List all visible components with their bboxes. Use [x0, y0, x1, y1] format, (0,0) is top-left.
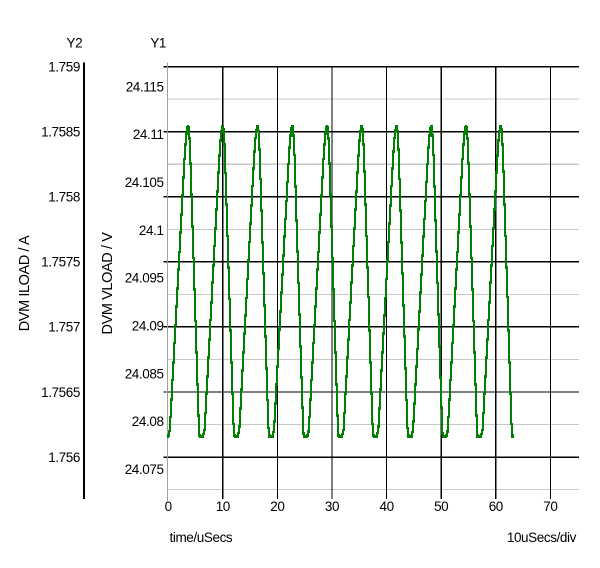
- svg-text:24.095: 24.095: [125, 271, 164, 286]
- svg-text:60: 60: [489, 499, 503, 514]
- svg-text:1.756: 1.756: [48, 450, 80, 465]
- svg-text:0: 0: [165, 499, 172, 514]
- svg-text:70: 70: [543, 499, 557, 514]
- svg-text:50: 50: [434, 499, 448, 514]
- svg-text:Y2: Y2: [67, 36, 83, 51]
- svg-text:24.115: 24.115: [126, 79, 164, 94]
- svg-text:10: 10: [216, 499, 230, 514]
- svg-text:1.758: 1.758: [48, 190, 80, 205]
- svg-text:24.08: 24.08: [132, 414, 164, 429]
- svg-text:1.759: 1.759: [48, 59, 80, 74]
- svg-text:30: 30: [325, 499, 339, 514]
- svg-text:24.11: 24.11: [133, 127, 164, 142]
- svg-text:time/uSecs: time/uSecs: [170, 530, 233, 545]
- svg-text:24.075: 24.075: [125, 462, 164, 477]
- svg-text:DVM ILOAD / A: DVM ILOAD / A: [17, 235, 33, 331]
- svg-text:1.7565: 1.7565: [41, 385, 80, 400]
- svg-text:1.7575: 1.7575: [41, 255, 80, 270]
- svg-text:Y1: Y1: [150, 36, 166, 51]
- svg-text:10uSecs/div: 10uSecs/div: [507, 530, 577, 545]
- svg-text:20: 20: [270, 499, 284, 514]
- svg-text:24.105: 24.105: [125, 175, 164, 190]
- svg-text:DVM VLOAD / V: DVM VLOAD / V: [100, 232, 116, 335]
- svg-text:1.757: 1.757: [48, 320, 80, 335]
- svg-text:1.7585: 1.7585: [41, 125, 80, 140]
- svg-text:24.09: 24.09: [132, 319, 164, 334]
- svg-text:24.1: 24.1: [139, 223, 164, 238]
- svg-text:40: 40: [379, 499, 393, 514]
- svg-text:24.085: 24.085: [125, 366, 164, 381]
